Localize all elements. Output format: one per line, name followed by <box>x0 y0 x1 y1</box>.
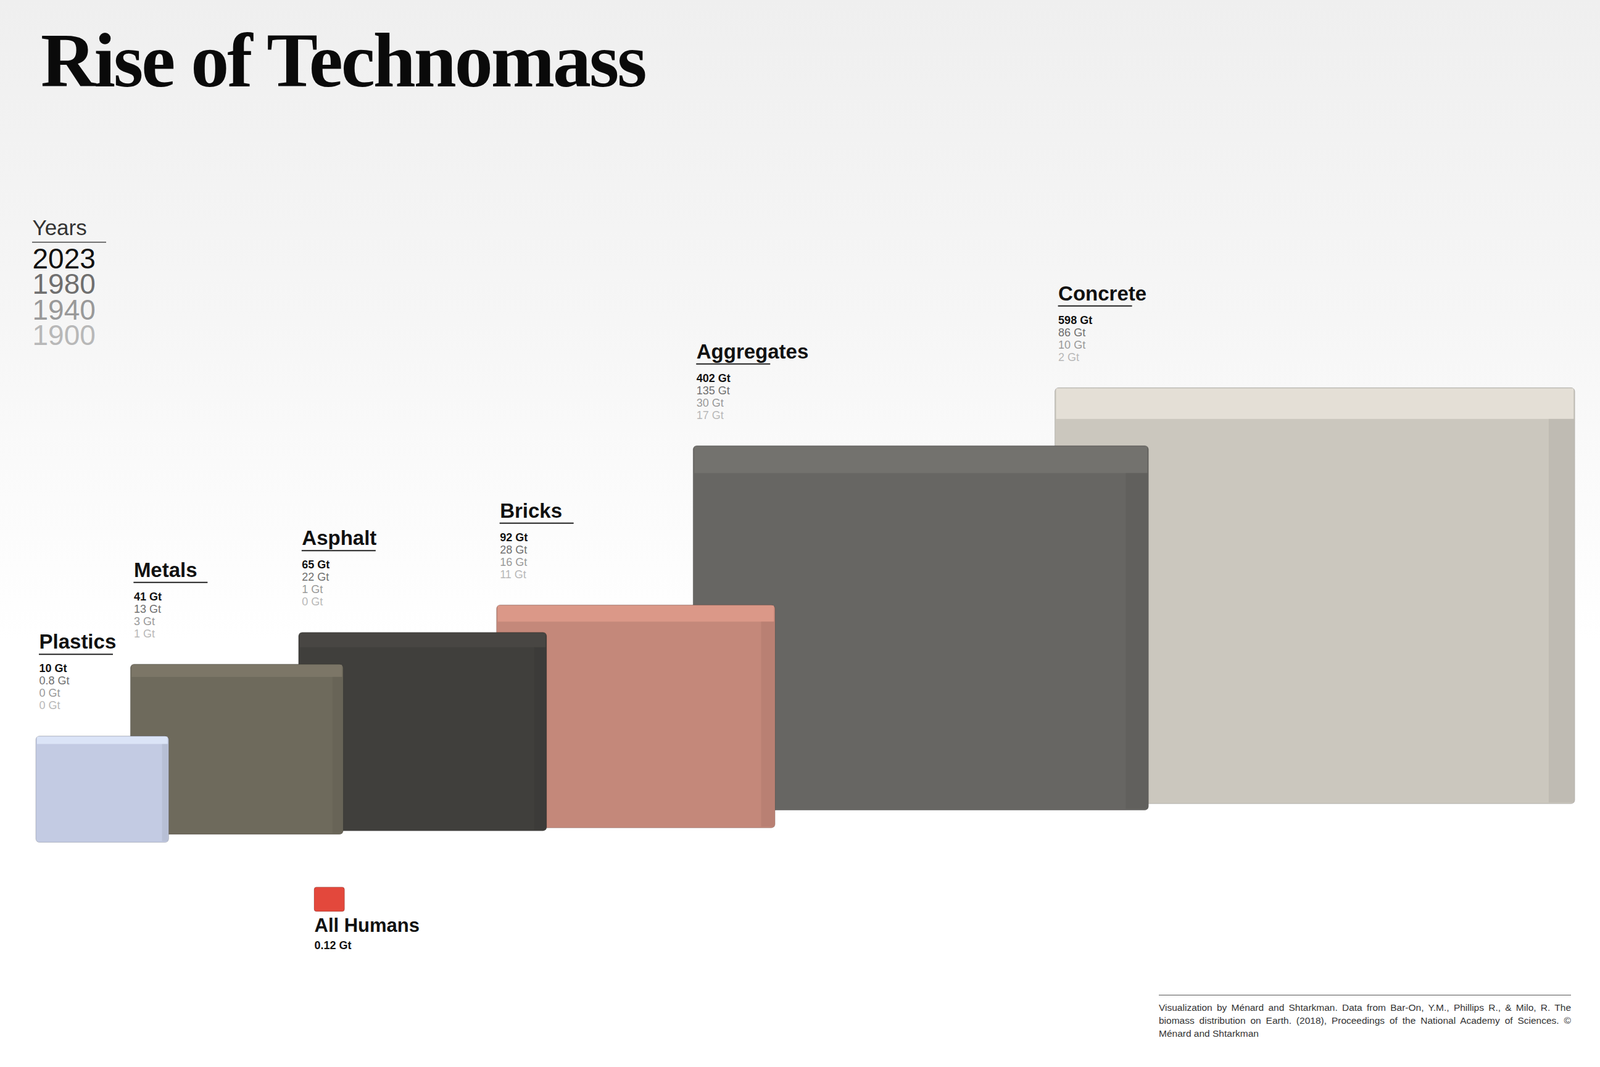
svg-text:1940: 1940 <box>32 293 96 326</box>
svg-text:0 Gt: 0 Gt <box>39 686 61 700</box>
svg-text:1980: 1980 <box>32 267 96 300</box>
svg-text:1 Gt: 1 Gt <box>133 627 155 640</box>
svg-text:86 Gt: 86 Gt <box>1058 326 1086 339</box>
svg-text:Plastics: Plastics <box>39 630 117 653</box>
svg-text:16 Gt: 16 Gt <box>499 555 527 569</box>
svg-text:17 Gt: 17 Gt <box>696 409 724 422</box>
svg-text:3 Gt: 3 Gt <box>133 615 155 628</box>
svg-text:22 Gt: 22 Gt <box>301 570 329 584</box>
svg-text:10 Gt: 10 Gt <box>39 662 68 675</box>
svg-text:Metals: Metals <box>133 558 198 582</box>
svg-text:65 Gt: 65 Gt <box>301 558 330 571</box>
svg-text:13 Gt: 13 Gt <box>133 602 162 616</box>
svg-text:Bricks: Bricks <box>499 499 563 523</box>
svg-text:41 Gt: 41 Gt <box>133 590 162 603</box>
svg-text:11 Gt: 11 Gt <box>499 568 527 581</box>
svg-text:1900: 1900 <box>32 319 96 352</box>
svg-text:28 Gt: 28 Gt <box>499 543 527 556</box>
svg-text:0 Gt: 0 Gt <box>301 595 323 608</box>
svg-text:Years: Years <box>32 215 88 240</box>
html-text:Visualization by Ménard and Sh: Visualization by Ménard and Shtarkman. D… <box>1158 1002 1571 1039</box>
svg-text:135 Gt: 135 Gt <box>696 384 730 397</box>
svg-text:0.8 Gt: 0.8 Gt <box>39 674 70 687</box>
svg-text:598 Gt: 598 Gt <box>1058 314 1093 327</box>
svg-text:402 Gt: 402 Gt <box>696 372 731 385</box>
svg-text:10 Gt: 10 Gt <box>1058 338 1086 352</box>
html-text:Rise of Technomass: Rise of Technomass <box>40 18 646 104</box>
svg-text:Concrete: Concrete <box>1058 281 1147 305</box>
svg-text:30 Gt: 30 Gt <box>696 396 724 410</box>
svg-text:Aggregates: Aggregates <box>696 339 809 363</box>
svg-text:2023: 2023 <box>32 242 96 275</box>
svg-text:0 Gt: 0 Gt <box>39 699 61 712</box>
svg-text:Asphalt: Asphalt <box>301 526 377 550</box>
svg-text:0.12 Gt: 0.12 Gt <box>314 939 352 952</box>
svg-text:1 Gt: 1 Gt <box>301 583 323 596</box>
svg-text:92 Gt: 92 Gt <box>499 531 528 544</box>
svg-text:2 Gt: 2 Gt <box>1058 351 1080 364</box>
svg-text:All Humans: All Humans <box>314 914 421 937</box>
